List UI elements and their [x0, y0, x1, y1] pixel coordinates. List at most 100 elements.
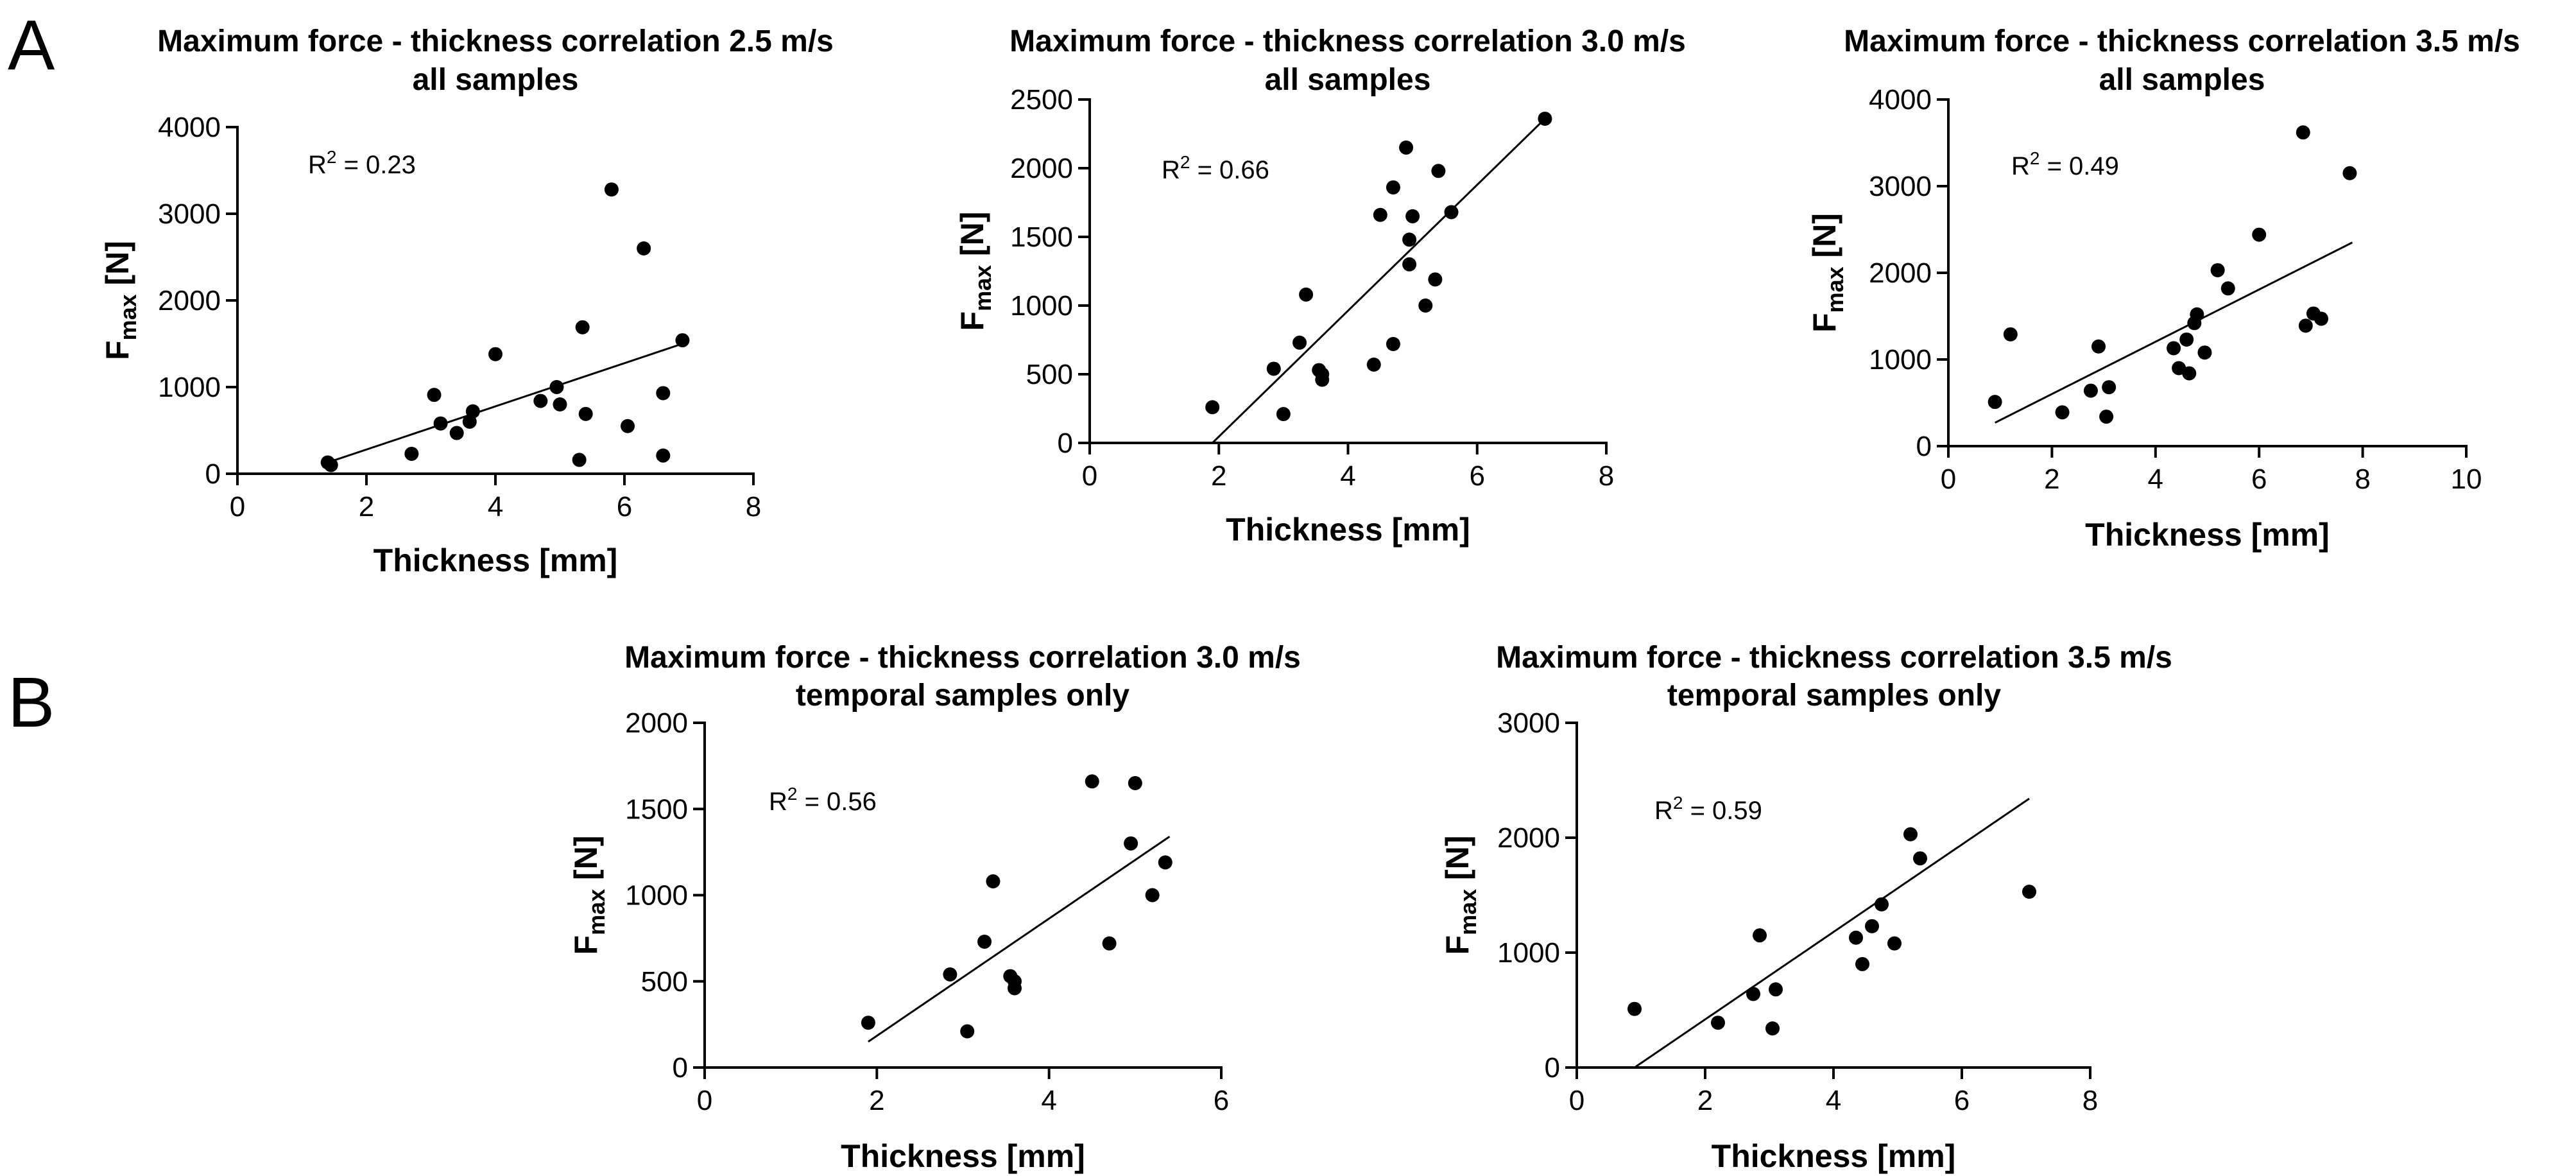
data-point	[2296, 125, 2310, 140]
y-tick-label: 3000	[1869, 171, 1932, 202]
data-point	[1444, 205, 1459, 220]
data-point	[1746, 987, 1760, 1001]
data-point	[1386, 336, 1400, 351]
y-tick-label: 0	[1916, 431, 1932, 462]
x-tick-label: 6	[617, 491, 632, 523]
scatter-chart-1: Maximum force - thickness correlation 2.…	[99, 24, 834, 578]
y-tick-label: 1000	[1869, 344, 1932, 376]
y-axis-title: Fmax [N]	[99, 241, 141, 360]
y-tick-label: 3000	[1497, 707, 1560, 739]
data-point	[1102, 936, 1117, 951]
data-point	[1627, 1001, 1642, 1016]
chart-title-line-2: temporal samples only	[796, 679, 1129, 713]
y-axis-title: Fmax [N]	[1439, 836, 1481, 955]
x-tick-label: 0	[230, 491, 245, 523]
regression-line	[1994, 241, 2353, 424]
data-point	[1276, 407, 1291, 422]
data-point	[977, 934, 992, 949]
y-tick-label: 4000	[158, 112, 221, 143]
data-point	[2314, 311, 2329, 326]
data-point	[1128, 775, 1142, 790]
data-point	[1855, 956, 1869, 971]
x-tick-label: 6	[1470, 460, 1485, 492]
y-tick-label: 4000	[1869, 84, 1932, 116]
x-tick-label: 0	[1082, 460, 1097, 492]
y-tick-label: 500	[1026, 359, 1073, 390]
x-axis-title: Thickness [mm]	[1226, 512, 1470, 548]
chart-title-line-1: Maximum force - thickness correlation 3.…	[1009, 24, 1686, 58]
data-point	[1402, 232, 1417, 247]
y-tick-label: 1000	[158, 372, 221, 403]
x-tick-label: 0	[697, 1085, 712, 1116]
x-tick-label: 4	[2148, 463, 2163, 495]
r-squared-annotation: R2 = 0.49	[2011, 148, 2119, 180]
data-point	[1008, 981, 1022, 996]
data-point	[465, 404, 480, 419]
data-point	[2252, 227, 2267, 242]
chart-title-line-2: all samples	[413, 63, 579, 97]
r-squared-annotation: R2 = 0.59	[1654, 793, 1762, 825]
data-point	[2182, 366, 2197, 381]
y-tick-label: 1500	[1010, 221, 1073, 253]
data-point	[1266, 361, 1281, 376]
data-point	[1865, 919, 1879, 933]
data-point	[1085, 774, 1099, 789]
y-tick-label: 2000	[158, 285, 221, 316]
y-tick-label: 500	[641, 966, 688, 998]
y-tick-label: 2000	[1497, 822, 1560, 854]
data-point	[1205, 400, 1220, 415]
data-point	[2099, 410, 2114, 424]
regression-line	[1212, 117, 1546, 444]
data-point	[533, 393, 548, 408]
x-tick-label: 8	[2082, 1085, 2098, 1116]
scatter-chart-4: Maximum force - thickness correlation 3.…	[568, 641, 1301, 1174]
x-tick-label: 8	[746, 491, 761, 523]
data-point	[621, 419, 635, 433]
y-axis-title: Fmax [N]	[954, 212, 996, 331]
data-point	[1373, 207, 1387, 222]
data-point	[1538, 111, 1552, 126]
x-tick-label: 2	[869, 1085, 884, 1116]
data-point	[1299, 287, 1314, 302]
data-point	[1315, 372, 1330, 387]
data-point	[2179, 332, 2194, 347]
x-tick-label: 2	[1211, 460, 1226, 492]
data-point	[1124, 836, 1138, 851]
data-point	[1386, 180, 1400, 195]
data-point	[1849, 930, 1863, 945]
data-point	[1875, 897, 1889, 912]
data-point	[2003, 327, 2018, 342]
x-tick-label: 0	[1569, 1085, 1584, 1116]
x-tick-label: 0	[1941, 463, 1956, 495]
x-tick-label: 2	[1697, 1085, 1713, 1116]
x-tick-label: 6	[2251, 463, 2267, 495]
data-point	[1428, 272, 1443, 287]
data-point	[1399, 140, 1414, 155]
data-point	[1292, 335, 1307, 350]
y-tick-label: 0	[673, 1052, 688, 1084]
x-tick-label: 2	[2044, 463, 2059, 495]
data-point	[2342, 166, 2357, 180]
data-point	[2102, 380, 2117, 395]
y-axis-title: Fmax [N]	[568, 836, 610, 955]
data-point	[656, 386, 671, 401]
data-point	[572, 453, 587, 467]
data-point	[675, 333, 690, 348]
data-point	[604, 182, 619, 197]
data-point	[1753, 928, 1767, 943]
x-tick-label: 4	[488, 491, 503, 523]
data-point	[1366, 358, 1381, 372]
data-point	[488, 347, 502, 361]
data-point	[2210, 263, 2225, 277]
data-point	[549, 380, 564, 394]
panel-label-a: A	[8, 6, 55, 85]
chart-title-line-1: Maximum force - thickness correlation 2.…	[157, 24, 834, 58]
y-tick-label: 1500	[625, 793, 688, 825]
x-axis-title: Thickness [mm]	[841, 1138, 1085, 1174]
data-point	[2220, 281, 2235, 296]
data-point	[427, 388, 442, 402]
x-tick-label: 4	[1826, 1085, 1841, 1116]
data-point	[1405, 209, 1420, 223]
data-point	[1913, 851, 1927, 866]
